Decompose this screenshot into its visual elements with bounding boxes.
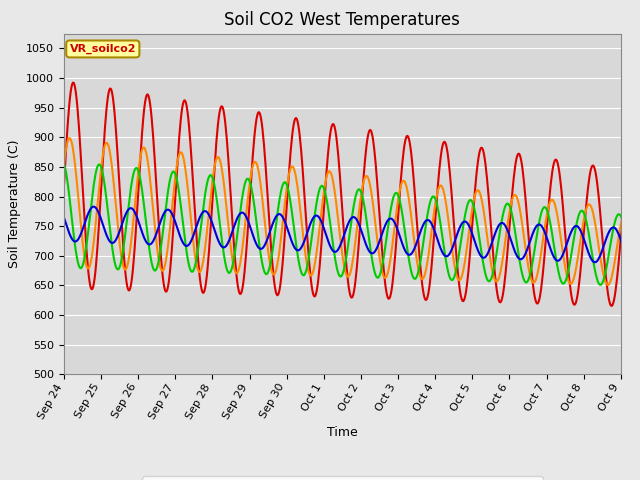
TCW_1 xyxy=(60,182,68,188)
TCW_4 xyxy=(572,223,580,229)
TCW_4 xyxy=(439,251,447,256)
X-axis label: Time: Time xyxy=(327,426,358,439)
TCW_1 xyxy=(69,80,77,85)
TCW_2 xyxy=(439,186,447,192)
TCW_1 xyxy=(439,141,447,146)
TCW_2 xyxy=(572,265,580,271)
TCW_4 xyxy=(90,204,97,210)
TCW_3 xyxy=(60,161,68,167)
TCW_3 xyxy=(511,225,518,230)
Line: TCW_1: TCW_1 xyxy=(64,83,640,307)
TCW_3 xyxy=(634,283,640,289)
TCW_2 xyxy=(511,192,519,198)
TCW_4 xyxy=(628,261,636,266)
Title: Soil CO2 West Temperatures: Soil CO2 West Temperatures xyxy=(225,11,460,29)
Text: VR_soilco2: VR_soilco2 xyxy=(70,44,136,54)
TCW_4 xyxy=(97,216,105,222)
TCW_3 xyxy=(438,234,446,240)
TCW_3 xyxy=(405,257,413,263)
TCW_3 xyxy=(420,231,428,237)
TCW_4 xyxy=(406,252,413,258)
TCW_1 xyxy=(97,185,105,191)
TCW_2 xyxy=(65,135,73,141)
TCW_1 xyxy=(511,163,519,169)
Line: TCW_3: TCW_3 xyxy=(64,164,640,286)
TCW_2 xyxy=(421,270,429,276)
TCW_2 xyxy=(60,161,68,167)
TCW_1 xyxy=(421,297,429,302)
TCW_4 xyxy=(421,218,429,224)
TCW_4 xyxy=(60,215,68,221)
TCW_2 xyxy=(406,202,413,207)
Y-axis label: Soil Temperature (C): Soil Temperature (C) xyxy=(8,140,20,268)
Line: TCW_2: TCW_2 xyxy=(64,138,640,286)
TCW_3 xyxy=(97,163,104,168)
TCW_4 xyxy=(511,249,519,255)
TCW_1 xyxy=(572,299,580,305)
TCW_2 xyxy=(97,165,105,171)
TCW_1 xyxy=(406,139,413,145)
Legend: TCW_1, TCW_2, TCW_3, TCW_4: TCW_1, TCW_2, TCW_3, TCW_4 xyxy=(142,476,543,480)
Line: TCW_4: TCW_4 xyxy=(64,207,640,264)
TCW_3 xyxy=(572,227,579,233)
